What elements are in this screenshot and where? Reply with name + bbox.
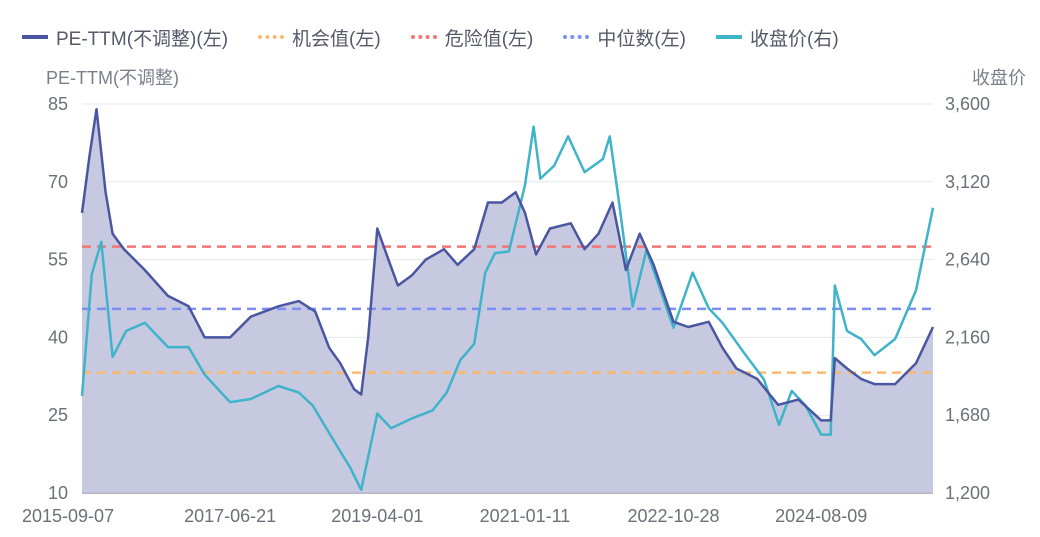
- y-right-tick-label: 1,200: [945, 483, 990, 503]
- legend-label: 机会值(左): [292, 28, 381, 50]
- legend-item[interactable]: 机会值(左): [258, 24, 381, 51]
- x-tick-label: 2015-09-07: [22, 506, 114, 526]
- y-left-tick-label: 55: [48, 250, 68, 270]
- x-tick-label: 2017-06-21: [184, 506, 276, 526]
- y-right-tick-label: 2,640: [945, 250, 990, 270]
- chart-legend: PE-TTM(不调整)(左) 机会值(左) 危险值(左) 中位数(左) 收盘价(右): [22, 24, 869, 50]
- left-axis-title: PE-TTM(不调整): [46, 68, 179, 88]
- legend-swatch: [563, 35, 590, 39]
- legend-item[interactable]: 收盘价(右): [716, 24, 839, 51]
- legend-label: 中位数(左): [597, 28, 686, 50]
- y-left-tick-label: 85: [48, 94, 68, 114]
- y-left-tick-label: 25: [48, 405, 68, 425]
- x-tick-label: 2022-10-28: [627, 506, 719, 526]
- x-tick-label: 2019-04-01: [331, 506, 423, 526]
- y-right-tick-label: 2,160: [945, 327, 990, 347]
- y-left-tick-label: 10: [48, 483, 68, 503]
- legend-swatch: [716, 35, 742, 39]
- pe-area-fill: [82, 109, 933, 493]
- legend-swatch: [258, 35, 285, 39]
- y-left-tick-label: 70: [48, 172, 68, 192]
- legend-item[interactable]: 中位数(左): [563, 24, 686, 51]
- x-tick-label: 2024-08-09: [775, 506, 867, 526]
- legend-swatch: [22, 35, 48, 39]
- x-tick-label: 2021-01-11: [480, 506, 571, 526]
- legend-label: PE-TTM(不调整)(左): [56, 28, 229, 50]
- legend-swatch: [410, 35, 437, 39]
- legend-item[interactable]: PE-TTM(不调整)(左): [22, 24, 228, 51]
- legend-label: 危险值(左): [444, 28, 534, 50]
- pe-ttm-line: [80, 107, 935, 422]
- y-right-tick-label: 1,680: [945, 405, 990, 425]
- right-axis-title: 收盘价: [972, 68, 1026, 88]
- y-right-tick-label: 3,120: [945, 172, 990, 192]
- y-right-tick-label: 3,600: [945, 94, 990, 114]
- legend-item[interactable]: 危险值(左): [410, 24, 534, 51]
- legend-label: 收盘价(右): [750, 28, 839, 50]
- y-left-tick-label: 40: [48, 327, 68, 347]
